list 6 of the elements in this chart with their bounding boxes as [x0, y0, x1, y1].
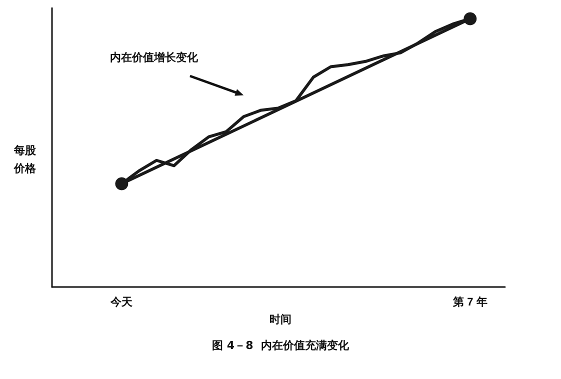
y-axis-title: 每股价格: [14, 143, 37, 177]
x-tick-label: 今天: [110, 296, 134, 308]
annotation: 内在价值增长变化: [110, 50, 198, 65]
text: 图 4－8 内在价值充满变化: [211, 338, 350, 353]
x-tick-label: 第 7 年: [452, 296, 488, 308]
x-axis-title: 时间: [268, 312, 292, 327]
